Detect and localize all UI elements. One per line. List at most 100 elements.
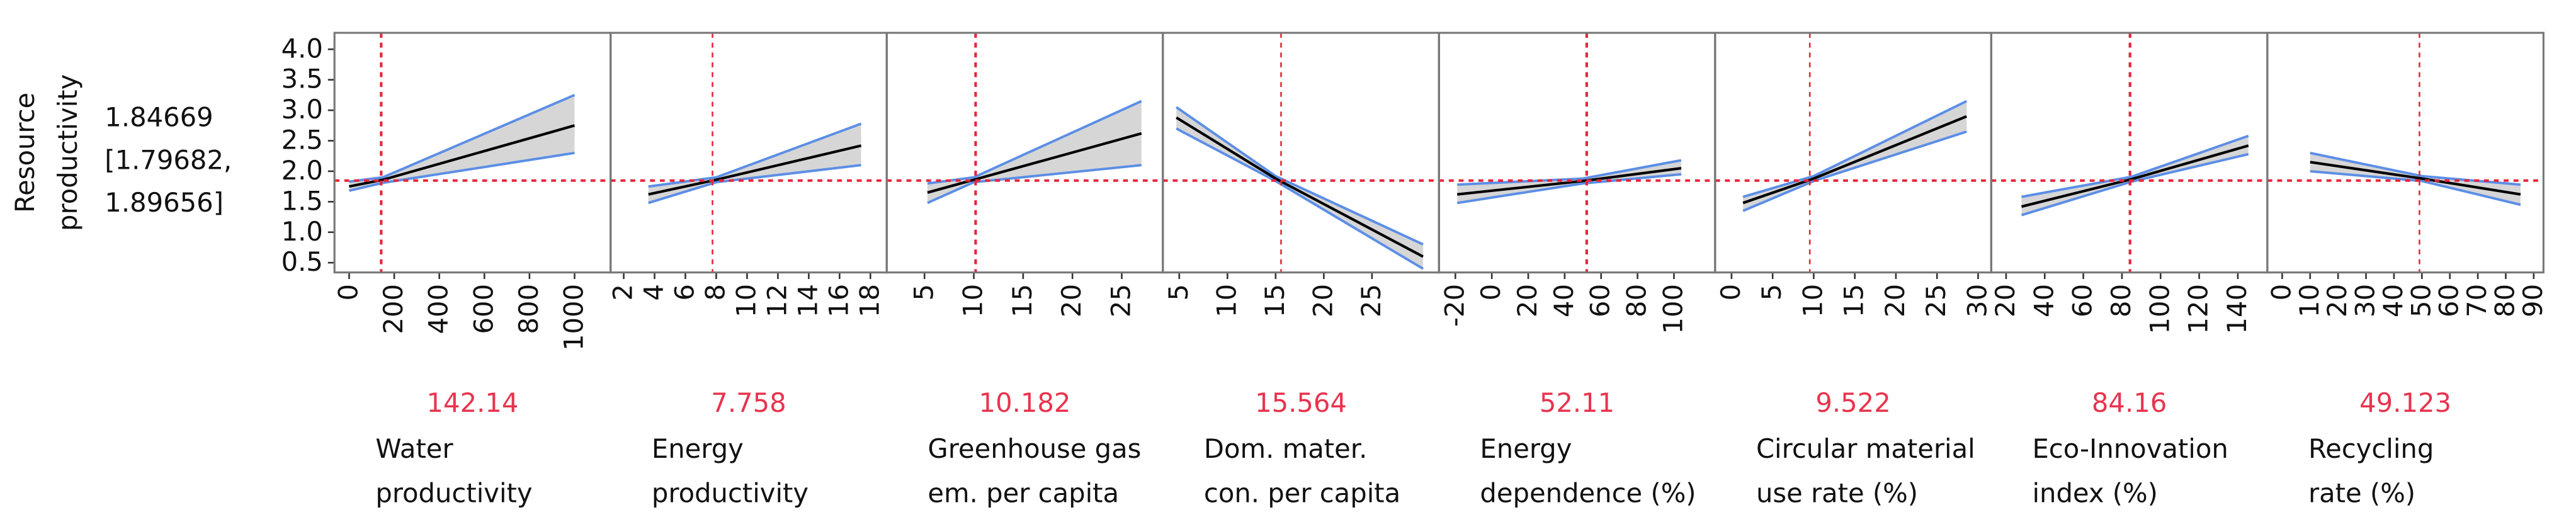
x-tick-label: 20 <box>2322 284 2352 317</box>
y-tick-label: 2.0 <box>281 155 323 186</box>
x-tick-label: 20 <box>1512 284 1543 317</box>
x-tick-label: 0 <box>1475 284 1506 301</box>
current-value: 10.182 <box>979 387 1071 418</box>
x-tick-label: 20 <box>1307 284 1338 317</box>
x-tick-label: 20 <box>1056 284 1087 317</box>
x-axis-label: Greenhouse gas <box>928 433 1141 464</box>
interval-label: [1.79682, <box>105 144 232 175</box>
x-tick-label: 2 <box>608 284 638 301</box>
prediction-line <box>1176 116 1424 258</box>
x-tick-label: 1000 <box>558 284 589 351</box>
x-axis-label: Eco-Innovation <box>2032 433 2228 464</box>
x-tick-label: 10 <box>2294 284 2325 317</box>
confidence-edge <box>927 99 1142 185</box>
x-tick-label: 140 <box>2221 284 2252 334</box>
x-tick-label: 400 <box>423 284 454 334</box>
confidence-edge <box>1742 130 1967 212</box>
current-value: 142.14 <box>427 387 519 418</box>
current-value: 49.123 <box>2359 387 2451 418</box>
prediction-line <box>927 132 1142 194</box>
confidence-edge <box>2310 169 2521 207</box>
x-tick-label: 6 <box>669 284 700 301</box>
confidence-edge <box>2021 134 2249 198</box>
confidence-edge <box>648 122 862 188</box>
prediction-value: 1.84669 <box>105 102 213 133</box>
x-tick-label: 5 <box>1163 284 1194 301</box>
x-tick-label: 80 <box>1621 284 1652 317</box>
x-tick-label: 15 <box>1007 284 1038 317</box>
x-tick-label: -20 <box>1439 284 1470 327</box>
x-axis-label: Dom. mater. <box>1204 433 1367 464</box>
x-tick-label: 10 <box>1211 284 1242 317</box>
x-tick-label: 90 <box>2517 284 2548 317</box>
x-tick-label: 120 <box>2183 284 2214 334</box>
x-axis-label: rate (%) <box>2308 478 2415 509</box>
x-axis-label: con. per capita <box>1204 478 1400 509</box>
confidence-edge <box>648 164 861 205</box>
x-axis-label: dependence (%) <box>1480 478 1696 509</box>
x-tick-label: 14 <box>792 284 823 317</box>
x-tick-label: 200 <box>378 284 409 334</box>
panel-frame <box>2266 31 2545 274</box>
prediction-line <box>1742 115 1967 205</box>
x-axis-label: em. per capita <box>928 478 1119 509</box>
confidence-band <box>2021 135 2249 215</box>
x-axis-label: Energy <box>1480 433 1572 464</box>
y-axis-label: Resource <box>9 93 40 213</box>
x-tick-label: 0 <box>1715 284 1746 301</box>
x-tick-label: 18 <box>854 284 885 317</box>
x-tick-label: 10 <box>958 284 989 317</box>
confidence-edge <box>927 164 1142 205</box>
x-tick-label: 60 <box>1585 284 1616 317</box>
x-axis-label: productivity <box>375 478 532 509</box>
x-tick-label: 10 <box>730 284 761 317</box>
confidence-edge <box>1176 106 1424 246</box>
y-tick-label: 4.0 <box>281 33 323 64</box>
x-tick-label: 20 <box>1990 284 2021 317</box>
confidence-edge <box>349 94 576 183</box>
x-tick-label: 50 <box>2405 284 2436 317</box>
x-tick-label: 80 <box>2106 284 2136 317</box>
current-value: 7.758 <box>711 387 786 418</box>
x-tick-label: 70 <box>2461 284 2492 317</box>
x-axis-label: use rate (%) <box>1756 478 1918 509</box>
x-tick-label: 30 <box>1961 284 1992 317</box>
x-tick-label: 60 <box>2434 284 2465 317</box>
x-tick-label: 30 <box>2350 284 2381 317</box>
x-axis-label: Energy <box>652 433 744 464</box>
current-value: 9.522 <box>1815 387 1890 418</box>
panel-frame <box>1438 31 1716 274</box>
x-tick-label: 0 <box>2266 284 2296 301</box>
x-tick-label: 100 <box>1657 284 1688 334</box>
prediction-line <box>2021 144 2249 208</box>
confidence-edge <box>1742 99 1968 198</box>
x-tick-label: 25 <box>1105 284 1136 317</box>
y-tick-label: 1.0 <box>281 216 323 247</box>
x-tick-label: 8 <box>700 284 730 301</box>
confidence-edge <box>1457 159 1682 186</box>
interval-label: 1.89656] <box>105 187 224 218</box>
x-tick-label: 15 <box>1839 284 1870 317</box>
x-axis-label: index (%) <box>2032 478 2157 509</box>
x-tick-label: 25 <box>1356 284 1387 317</box>
x-tick-label: 5 <box>1756 284 1787 301</box>
x-tick-label: 15 <box>1259 284 1290 317</box>
x-tick-label: 10 <box>1797 284 1828 317</box>
y-tick-label: 1.5 <box>281 185 323 216</box>
y-tick-label: 3.0 <box>281 94 323 125</box>
x-tick-label: 16 <box>823 284 854 317</box>
x-tick-label: 5 <box>908 284 939 301</box>
x-tick-label: 60 <box>2067 284 2098 317</box>
current-value: 15.564 <box>1255 387 1347 418</box>
x-axis-label: Water <box>375 433 453 464</box>
x-tick-label: 40 <box>1548 284 1579 317</box>
x-tick-label: 80 <box>2489 284 2520 317</box>
x-tick-label: 40 <box>2378 284 2409 317</box>
x-tick-label: 20 <box>1880 284 1910 317</box>
x-tick-label: 4 <box>638 284 669 301</box>
confidence-edge <box>1176 127 1424 270</box>
panel-frame <box>1714 31 1992 274</box>
prediction-line <box>349 124 576 188</box>
y-axis-label: productivity <box>52 74 83 231</box>
